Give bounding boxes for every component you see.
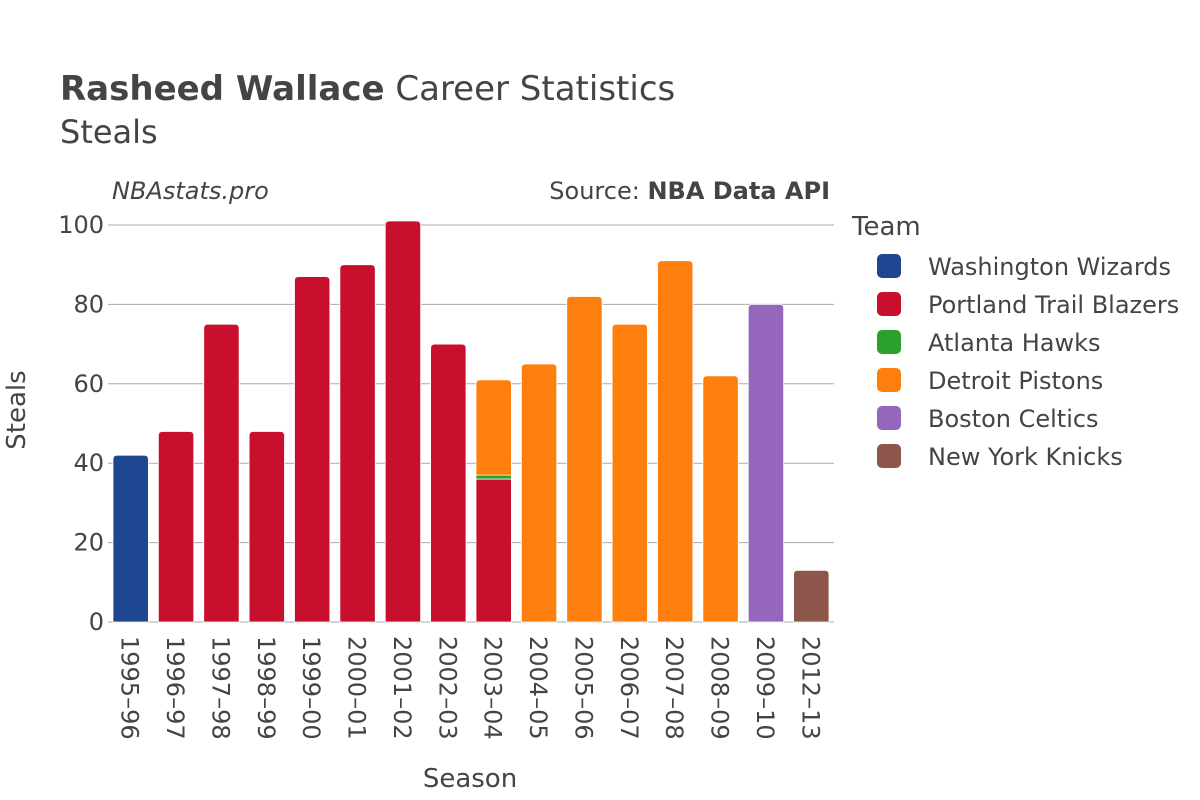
bar-segment[interactable] — [294, 276, 331, 623]
bar-segment[interactable] — [747, 304, 785, 623]
x-tick-label: 2004–05 — [524, 636, 552, 740]
y-tick-label: 60 — [73, 370, 104, 398]
legend-swatch — [877, 254, 901, 278]
x-tick-label: 2007–08 — [660, 636, 688, 740]
x-tick-label: 1998–99 — [252, 636, 280, 740]
legend-label[interactable]: Washington Wizards — [928, 253, 1171, 281]
y-tick-label: 100 — [58, 211, 104, 239]
legend-label[interactable]: Portland Trail Blazers — [928, 291, 1179, 319]
bar-segment[interactable] — [566, 296, 603, 623]
legend: Washington Wizards Portland Trail Blazers… — [877, 253, 1179, 471]
bar-segment[interactable] — [475, 474, 512, 480]
bars — [112, 220, 830, 623]
x-tick-label: 2012–13 — [796, 636, 824, 740]
y-tick-label: 40 — [73, 449, 104, 477]
legend-swatch — [877, 330, 901, 354]
x-tick-label: 2009–10 — [751, 636, 779, 740]
watermark: NBAstats.pro — [112, 177, 269, 205]
y-tick-labels: 0 20 40 60 80 100 — [58, 211, 104, 636]
y-tick-label: 0 — [89, 608, 104, 636]
legend-label[interactable]: Atlanta Hawks — [928, 329, 1101, 357]
legend-swatch — [877, 406, 901, 430]
bar-segment[interactable] — [339, 264, 376, 623]
legend-swatch — [877, 444, 901, 468]
y-axis-title: Steals — [2, 370, 32, 449]
chart-title: Rasheed Wallace Career Statistics — [60, 69, 675, 109]
x-tick-label: 1997–98 — [206, 636, 234, 740]
x-tick-label: 2002–03 — [433, 636, 461, 740]
y-tick-label: 80 — [73, 290, 104, 318]
legend-label[interactable]: New York Knicks — [928, 443, 1123, 471]
bar-segment[interactable] — [520, 363, 558, 623]
source-name: NBA Data API — [647, 177, 830, 205]
bar-segment[interactable] — [112, 454, 149, 623]
x-tick-label: 2000–01 — [343, 636, 371, 740]
x-tick-label: 1995–96 — [116, 636, 144, 740]
source-prefix: Source: — [549, 177, 647, 205]
chart-subtitle: Steals — [60, 113, 158, 151]
chart-title-player: Rasheed Wallace — [60, 69, 385, 109]
source-text: Source: NBA Data API — [549, 177, 830, 205]
bar-segment[interactable] — [475, 478, 512, 623]
bar-segment[interactable] — [430, 343, 467, 623]
bar-segment[interactable] — [611, 323, 648, 623]
x-tick-label: 1999–00 — [297, 636, 325, 740]
x-tick-label: 2003–04 — [479, 636, 507, 740]
bar-segment[interactable] — [475, 379, 512, 476]
bar-segment[interactable] — [157, 431, 195, 623]
legend-title: Team — [851, 212, 921, 242]
bar-segment[interactable] — [384, 220, 422, 623]
bar-segment[interactable] — [702, 375, 739, 623]
bar-segment[interactable] — [203, 323, 240, 623]
y-tick-label: 20 — [73, 529, 104, 557]
x-axis-title: Season — [423, 764, 517, 794]
x-tick-label: 2001–02 — [388, 636, 416, 740]
bar-segment[interactable] — [793, 569, 830, 623]
bar-segment[interactable] — [248, 431, 285, 623]
x-tick-label: 2006–07 — [615, 636, 643, 740]
chart-title-rest: Career Statistics — [385, 69, 676, 109]
legend-label[interactable]: Boston Celtics — [928, 405, 1099, 433]
x-tick-label: 2005–06 — [569, 636, 597, 740]
legend-swatch — [877, 292, 901, 316]
legend-swatch — [877, 368, 901, 392]
bar-segment[interactable] — [657, 260, 694, 623]
x-tick-labels: 1995–96 1996–97 1997–98 1998–99 1999–00 2000–… — [116, 636, 825, 740]
x-tick-label: 1996–97 — [161, 636, 189, 740]
x-tick-label: 2008–09 — [706, 636, 734, 740]
legend-label[interactable]: Detroit Pistons — [928, 367, 1103, 395]
